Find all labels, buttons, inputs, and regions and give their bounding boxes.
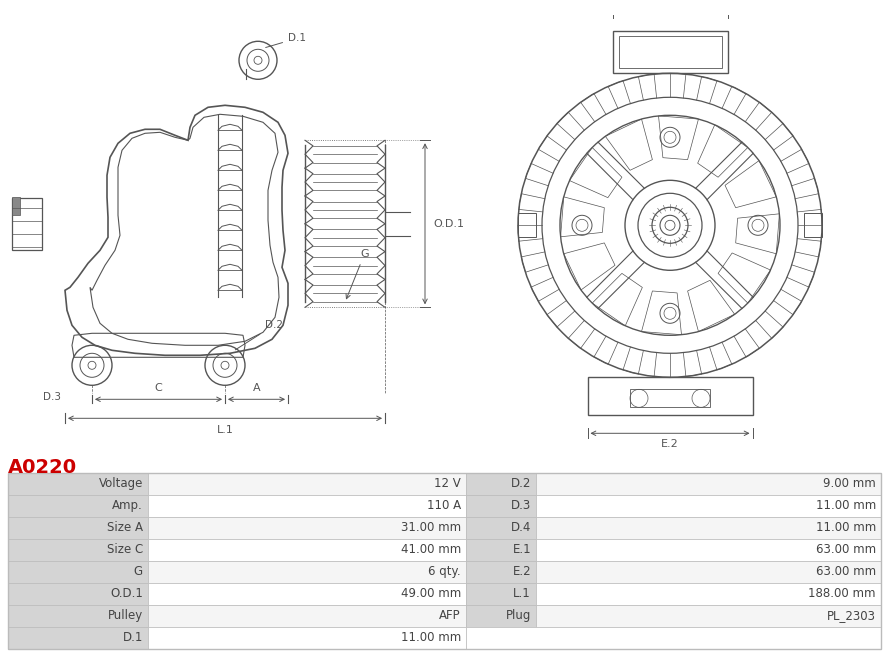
Text: PL_2303: PL_2303 (827, 609, 876, 622)
Text: 6 qty.: 6 qty. (428, 565, 461, 578)
Text: Plug: Plug (506, 609, 531, 622)
Text: A: A (252, 384, 260, 393)
Bar (518, 213, 536, 238)
Text: Pulley: Pulley (108, 609, 143, 622)
Text: D.4: D.4 (510, 521, 531, 534)
Text: E.1: E.1 (512, 544, 531, 557)
Bar (148, 583, 466, 605)
Text: O.D.1: O.D.1 (110, 588, 143, 600)
Text: D.1: D.1 (266, 34, 306, 47)
Bar (8, 472, 881, 649)
Bar (536, 561, 881, 583)
Bar (8, 517, 148, 539)
Text: AFP: AFP (439, 609, 461, 622)
Bar (466, 517, 536, 539)
Bar (8, 605, 148, 627)
Bar (148, 495, 466, 517)
Bar (148, 517, 466, 539)
Bar (8, 627, 148, 649)
Bar (466, 583, 536, 605)
Bar (466, 539, 536, 561)
Bar (8, 539, 148, 561)
Bar (613, 32, 727, 73)
Bar (536, 539, 881, 561)
Bar (536, 605, 881, 627)
Text: Size A: Size A (107, 521, 143, 534)
Text: 63.00 mm: 63.00 mm (816, 544, 876, 557)
Text: D.2: D.2 (510, 477, 531, 490)
Bar (12, 197, 20, 215)
Bar (148, 627, 466, 649)
Bar (536, 583, 881, 605)
Text: L.1: L.1 (217, 425, 234, 436)
Bar (619, 36, 722, 68)
Text: O.D.1: O.D.1 (433, 219, 464, 229)
Text: 188.00 mm: 188.00 mm (808, 588, 876, 600)
Text: D.1: D.1 (123, 632, 143, 644)
Text: 110 A: 110 A (427, 499, 461, 513)
Text: E.2: E.2 (512, 565, 531, 578)
Bar (8, 472, 148, 495)
Bar (8, 495, 148, 517)
Text: 12 V: 12 V (434, 477, 461, 490)
Text: E.1: E.1 (661, 0, 679, 1)
Text: C: C (155, 384, 163, 393)
Text: 9.00 mm: 9.00 mm (823, 477, 876, 490)
Bar (148, 539, 466, 561)
Bar (536, 517, 881, 539)
Text: 11.00 mm: 11.00 mm (816, 499, 876, 513)
Text: D.2: D.2 (236, 320, 283, 350)
Text: A0220: A0220 (8, 458, 77, 477)
Text: 41.00 mm: 41.00 mm (401, 544, 461, 557)
Bar (630, 390, 710, 407)
Bar (8, 583, 148, 605)
Bar (804, 213, 822, 238)
Bar (148, 472, 466, 495)
Bar (148, 561, 466, 583)
Text: 63.00 mm: 63.00 mm (816, 565, 876, 578)
Text: G: G (134, 565, 143, 578)
Bar (148, 605, 466, 627)
Text: D.3: D.3 (511, 499, 531, 513)
Bar (588, 377, 752, 415)
Text: L.1: L.1 (513, 588, 531, 600)
Bar (12, 198, 42, 250)
Text: Size C: Size C (107, 544, 143, 557)
Bar (466, 472, 536, 495)
Text: Amp.: Amp. (112, 499, 143, 513)
Bar (536, 472, 881, 495)
Text: E.2: E.2 (661, 440, 679, 449)
Bar (466, 561, 536, 583)
Text: 49.00 mm: 49.00 mm (401, 588, 461, 600)
Text: G: G (346, 249, 369, 299)
Bar (536, 495, 881, 517)
Text: 11.00 mm: 11.00 mm (816, 521, 876, 534)
Text: Voltage: Voltage (99, 477, 143, 490)
Text: D.3: D.3 (43, 392, 61, 402)
Bar (466, 605, 536, 627)
Text: 31.00 mm: 31.00 mm (401, 521, 461, 534)
Bar (466, 627, 881, 649)
Text: 11.00 mm: 11.00 mm (401, 632, 461, 644)
Bar (466, 495, 536, 517)
Bar (8, 561, 148, 583)
